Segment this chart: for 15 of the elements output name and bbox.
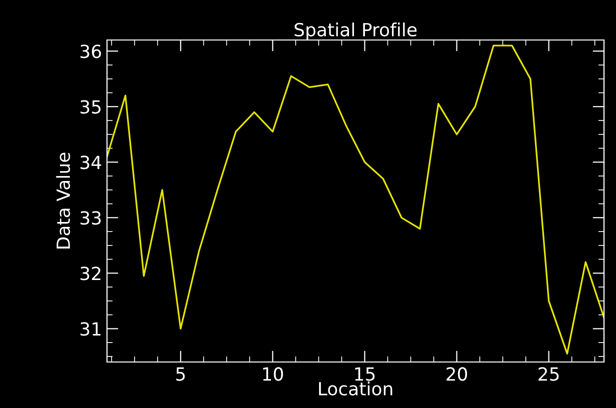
x-tick-label: 20	[446, 367, 468, 381]
y-tick-label: 32	[80, 266, 100, 280]
y-tick-label: 34	[80, 156, 102, 170]
x-tick-label: 10	[263, 367, 283, 381]
x-tick-label: 15	[355, 367, 375, 381]
chart-title: Spatial Profile	[294, 22, 417, 40]
y-tick-label: 31	[80, 322, 100, 336]
y-axis-title: Data Value	[56, 152, 70, 248]
x-tick-label: 25	[538, 367, 559, 381]
y-tick-label: 33	[80, 211, 101, 225]
line-series	[107, 44, 604, 355]
x-tick-label: 5	[176, 367, 185, 381]
y-tick-label: 35	[80, 100, 101, 114]
y-tick-label: 36	[80, 44, 101, 58]
x-axis-title: Location	[319, 382, 392, 396]
